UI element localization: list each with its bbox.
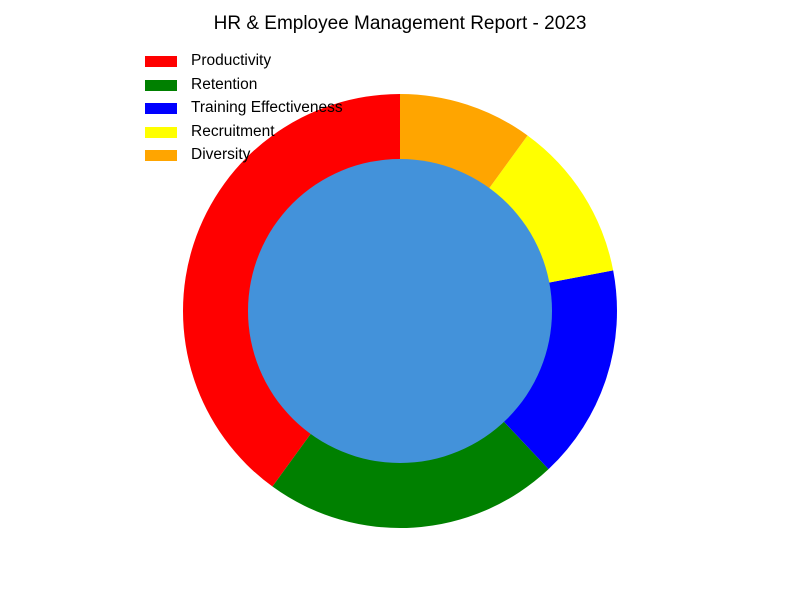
legend-label: Productivity bbox=[191, 52, 271, 70]
legend-label: Training Effectiveness bbox=[191, 99, 343, 117]
legend-swatch bbox=[145, 150, 177, 161]
donut-center bbox=[248, 159, 552, 463]
legend-swatch bbox=[145, 103, 177, 114]
legend-swatch bbox=[145, 80, 177, 91]
legend-swatch bbox=[145, 127, 177, 138]
legend-label: Diversity bbox=[191, 146, 250, 164]
legend-swatch bbox=[145, 56, 177, 67]
legend-label: Recruitment bbox=[191, 123, 275, 141]
legend-label: Retention bbox=[191, 76, 257, 94]
